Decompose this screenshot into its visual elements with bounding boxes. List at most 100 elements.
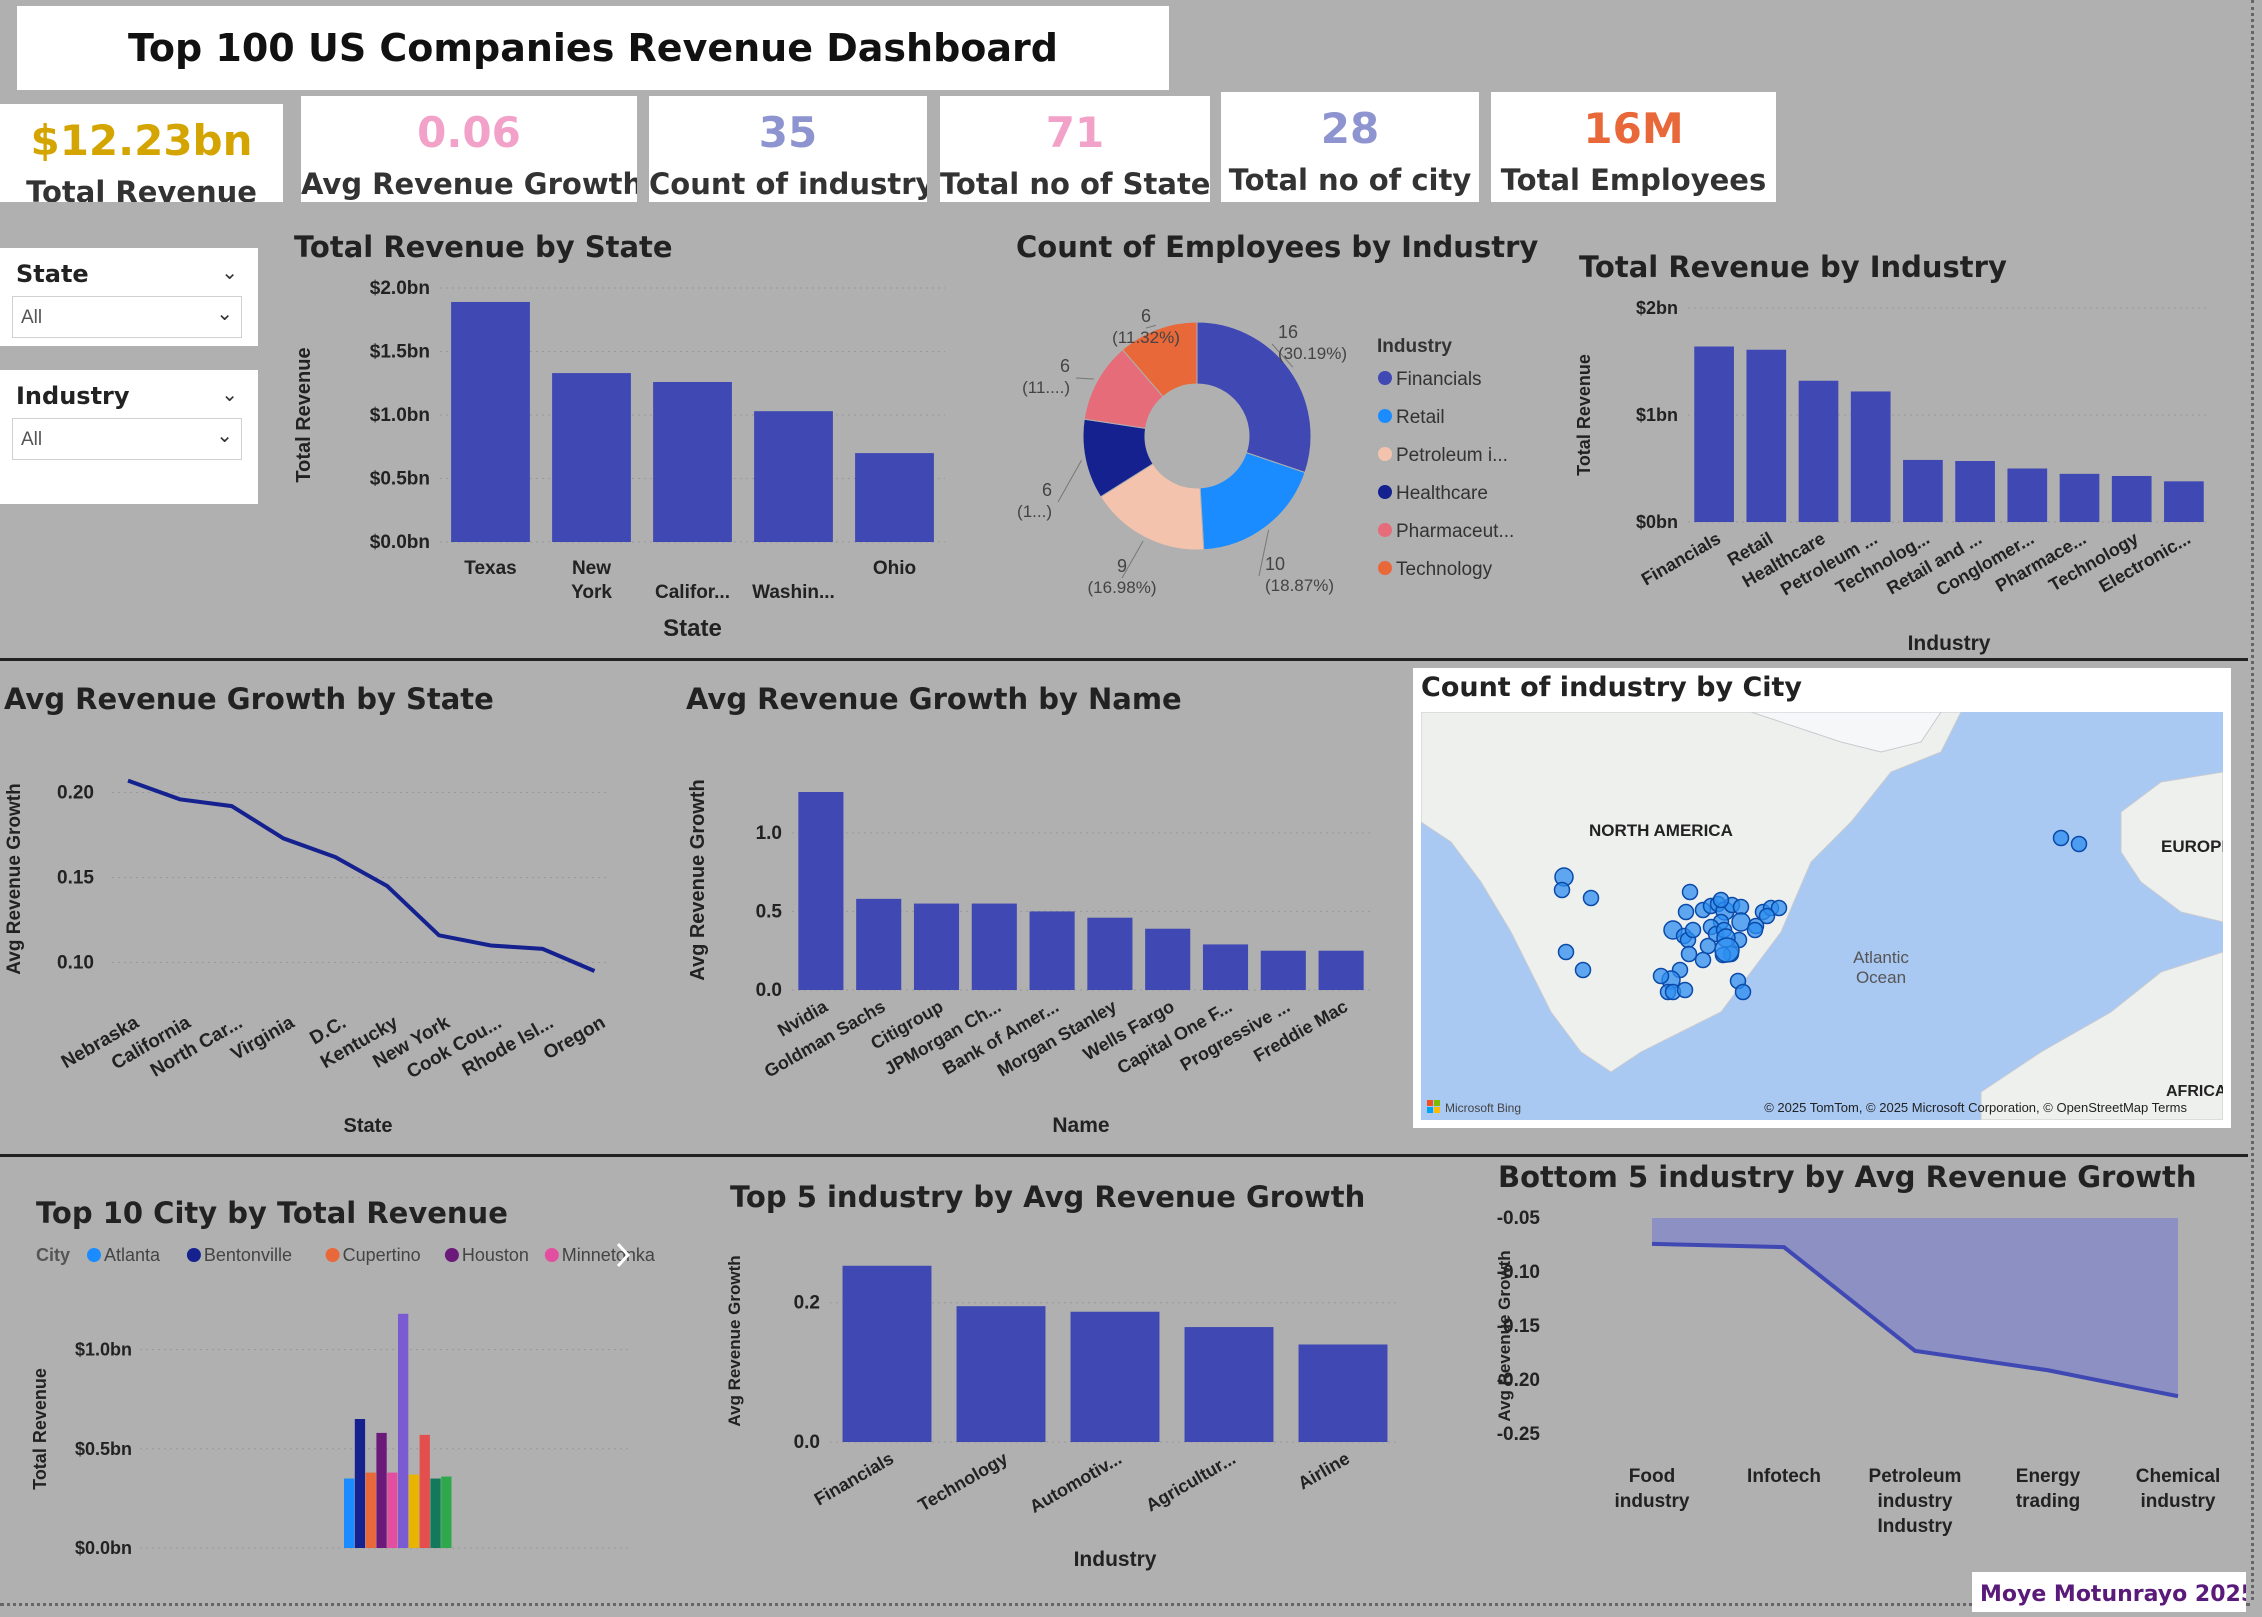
bar xyxy=(1694,346,1734,522)
legend-label: Technology xyxy=(1396,559,1493,580)
city-bubble xyxy=(1553,881,1571,899)
slice-leader-line xyxy=(1258,529,1270,577)
dashboard-title: Top 100 US Companies Revenue Dashboard xyxy=(128,26,1058,70)
kpi-label: Total Employees xyxy=(1500,163,1767,197)
employees-by-industry-chart: 16 (30.19%) 10 (18.87%) 9 (16.98%) 6 (1...) 6 (11… xyxy=(1017,306,1514,597)
legend-marker xyxy=(544,1248,559,1262)
bottom5-industry-chart: -0.05 -0.10 -0.15 -0.20 -0.25 Food industry Inf… xyxy=(1495,1208,2220,1537)
x-tick-label: Infotech xyxy=(1747,1466,1821,1487)
map-ocean-label: Ocean xyxy=(1856,968,1906,987)
city-bubble xyxy=(1677,903,1695,921)
slice-percent-label: (30.19%) xyxy=(1278,344,1347,363)
bar xyxy=(2059,473,2100,522)
kpi-total-state: 71 Total no of State xyxy=(940,96,1210,202)
chart-title-revenue-by-industry: Total Revenue by Industry xyxy=(1579,250,2007,284)
x-tick-label: Industry xyxy=(1878,1516,1953,1537)
city-bubble xyxy=(1770,899,1788,917)
bar xyxy=(1746,349,1787,522)
slice-percent-label: (11....) xyxy=(1022,378,1070,397)
map-region-label: AFRICA xyxy=(2166,1083,2223,1100)
slice-percent-label: (11.32%) xyxy=(1112,328,1180,347)
legend-marker xyxy=(186,1248,201,1262)
slice-value-label: 6 xyxy=(1042,480,1052,500)
x-tick-label: industry xyxy=(1878,1491,1953,1512)
dropdown-value: All xyxy=(21,429,43,450)
y-tick-label: 0.2 xyxy=(794,1293,820,1314)
slice-leader-line xyxy=(1271,343,1294,368)
bar xyxy=(971,903,1017,990)
x-tick-label: Ohio xyxy=(873,558,916,579)
author-signature: Moye Motunrayo 2025 xyxy=(1972,1572,2246,1612)
chart-title-bottom5-industry: Bottom 5 industry by Avg Revenue Growth xyxy=(1498,1160,2197,1194)
legend-marker xyxy=(1378,371,1392,385)
x-tick-label: Washin... xyxy=(752,582,835,603)
slicer-label: Industry xyxy=(16,382,130,410)
industry-dropdown[interactable]: All ⌄ xyxy=(12,418,242,460)
chevron-down-icon[interactable]: ⌄ xyxy=(221,384,238,406)
chart-title-revenue-by-state: Total Revenue by State xyxy=(294,230,673,264)
industry-by-city-map[interactable]: Count of industry by City NORTH AMERICA E… xyxy=(1413,668,2231,1128)
legend-label: Bentonville xyxy=(204,1245,292,1265)
land-africa xyxy=(1980,951,2223,1120)
legend-label: Atlanta xyxy=(104,1245,161,1265)
legend-label: Financials xyxy=(1396,369,1482,390)
state-dropdown[interactable]: All ⌄ xyxy=(12,296,242,338)
chevron-down-icon[interactable]: ⌄ xyxy=(221,262,238,284)
chart-title-growth-by-name: Avg Revenue Growth by Name xyxy=(686,682,1182,716)
state-slicer[interactable]: State ⌄ All ⌄ xyxy=(0,248,258,346)
kpi-count-of-industry: 35 Count of industry xyxy=(649,96,927,202)
city-bubble xyxy=(1574,961,1592,979)
bing-logo-icon xyxy=(1434,1107,1440,1113)
chart-title-growth-by-state: Avg Revenue Growth by State xyxy=(4,682,494,716)
kpi-label: Avg Revenue Growth xyxy=(301,167,637,201)
bar xyxy=(1850,391,1891,522)
chart-title-top-city: Top 10 City by Total Revenue xyxy=(36,1196,508,1230)
legend-label: Healthcare xyxy=(1396,483,1488,504)
chevron-down-icon[interactable]: ⌄ xyxy=(216,303,233,325)
legend-marker xyxy=(1378,409,1392,423)
bar xyxy=(2111,475,2152,522)
city-bubble xyxy=(1557,943,1575,961)
y-tick-label: $1.0bn xyxy=(75,1340,132,1360)
y-tick-label: 0.10 xyxy=(57,953,94,974)
legend-label: Retail xyxy=(1396,407,1445,428)
bar xyxy=(1184,1327,1274,1442)
chart-title-top5-industry: Top 5 industry by Avg Revenue Growth xyxy=(730,1180,1366,1214)
x-axis-label: Name xyxy=(1052,1114,1109,1137)
x-axis-label: Industry xyxy=(1908,632,1991,655)
kpi-avg-revenue-growth: 0.06 Avg Revenue Growth xyxy=(301,96,637,202)
y-tick-label: -0.15 xyxy=(1497,1316,1541,1337)
slice-percent-label: (18.87%) xyxy=(1265,576,1334,595)
kpi-label: Count of industry xyxy=(649,167,927,201)
map-attribution: © 2025 TomTom, © 2025 Microsoft Corporat… xyxy=(1764,1100,2187,1115)
bar xyxy=(451,301,530,542)
city-bubble xyxy=(1680,945,1698,963)
edge-dotted-line xyxy=(2251,0,2254,1600)
bar xyxy=(1903,459,1943,522)
legend-label: Pharmaceut... xyxy=(1396,521,1514,542)
y-tick-label: $0bn xyxy=(1636,512,1678,532)
bing-label: Microsoft Bing xyxy=(1445,1101,1521,1115)
bar xyxy=(798,792,844,990)
slice-value-label: 16 xyxy=(1278,322,1298,342)
slice-leader-line xyxy=(1121,540,1144,579)
industry-slicer[interactable]: Industry ⌄ All ⌄ xyxy=(0,370,258,504)
area-fill xyxy=(1652,1218,2178,1397)
bar xyxy=(842,1265,932,1442)
bar xyxy=(419,1434,430,1548)
bing-logo-icon xyxy=(1427,1107,1433,1113)
city-bubble xyxy=(1652,967,1670,985)
y-tick-label: $1.5bn xyxy=(370,342,430,363)
bar xyxy=(1029,911,1075,990)
donut-slice xyxy=(1196,321,1312,474)
y-tick-label: 0.20 xyxy=(57,783,94,804)
x-tick-label: Petroleum xyxy=(1869,1466,1962,1487)
revenue-by-state-chart: $0.0bn $0.5bn $1.0bn $1.5bn $2.0bn Texas New Yo… xyxy=(293,278,945,642)
chevron-down-icon[interactable]: ⌄ xyxy=(216,425,233,447)
y-tick-label: $1bn xyxy=(1636,405,1678,425)
bar xyxy=(956,1306,1046,1442)
x-tick-label: Financials xyxy=(811,1448,897,1509)
